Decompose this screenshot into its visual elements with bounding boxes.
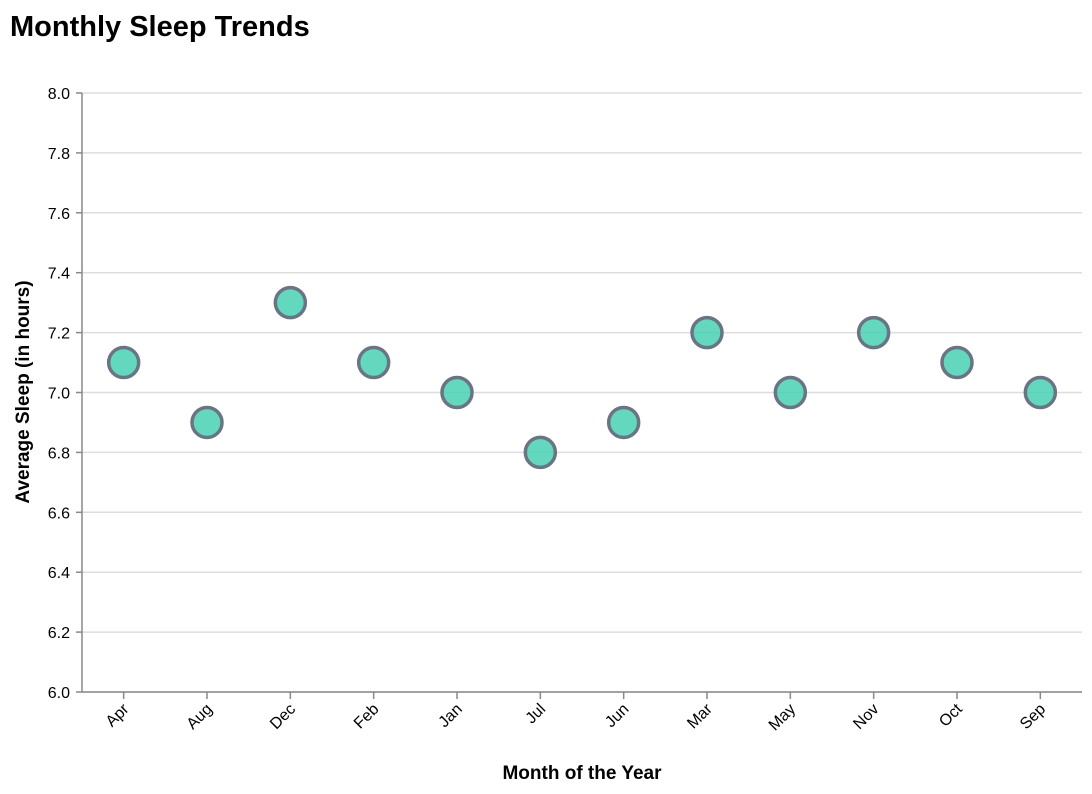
data-point-aug[interactable]	[190, 405, 224, 440]
data-point-oct[interactable]	[940, 345, 974, 380]
data-point-jan[interactable]	[440, 375, 474, 410]
x-tick-label: Apr	[103, 700, 133, 730]
x-tick-label: Jul	[523, 701, 549, 727]
x-tick-label: Mar	[684, 700, 716, 732]
x-tick-label: Jun	[602, 701, 632, 731]
y-tick-label: 6.8	[48, 445, 70, 462]
data-point-jul[interactable]	[523, 435, 558, 470]
x-tick-label: Nov	[850, 701, 882, 733]
x-tick-label: Sep	[1017, 701, 1049, 733]
x-axis-title: Month of the Year	[502, 763, 662, 784]
x-tick-label: May	[766, 701, 799, 734]
chart-title: Monthly Sleep Trends	[10, 11, 310, 43]
y-axis-title: Average Sleep (in hours)	[13, 280, 34, 503]
x-tick-label: Dec	[267, 701, 299, 733]
data-point-apr[interactable]	[106, 345, 141, 380]
data-points	[106, 285, 1058, 470]
data-point-sep[interactable]	[1023, 375, 1058, 410]
y-axis: 6.0 6.2 6.4 6.6 6.8 7.0 7.2 7.4 7.6 7.8 8.0	[48, 86, 83, 702]
x-tick-label: Oct	[936, 700, 966, 730]
y-tick-label: 7.0	[48, 386, 70, 403]
x-tick-label: Aug	[184, 701, 216, 733]
y-tick-label: 8.0	[48, 86, 70, 103]
grid-lines	[82, 92, 1082, 693]
y-tick-label: 7.8	[48, 146, 70, 163]
y-tick-label: 7.2	[48, 326, 70, 343]
data-point-nov[interactable]	[856, 315, 891, 350]
x-axis: Apr Aug Dec Feb Jan Jul Jun Mar May Nov Oct Sep	[82, 691, 1082, 734]
data-point-mar[interactable]	[690, 315, 724, 350]
y-tick-label: 6.2	[48, 625, 70, 642]
data-point-dec[interactable]	[273, 285, 308, 320]
y-tick-label: 7.6	[48, 206, 70, 223]
data-point-jun[interactable]	[606, 405, 641, 440]
x-tick-label: Feb	[351, 701, 383, 733]
x-tick-label: Jan	[436, 701, 466, 731]
y-tick-label: 6.6	[48, 505, 70, 522]
data-point-feb[interactable]	[356, 345, 391, 380]
data-point-may[interactable]	[773, 375, 808, 410]
y-tick-label: 6.0	[48, 685, 70, 702]
y-tick-label: 6.4	[48, 565, 70, 582]
y-tick-label: 7.4	[48, 266, 70, 283]
